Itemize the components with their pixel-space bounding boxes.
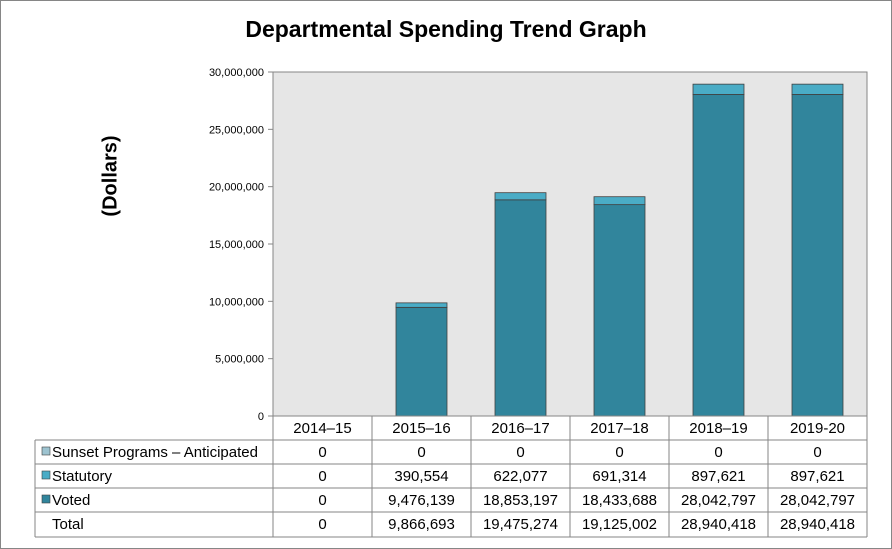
data-label-total-3: 19,125,002 xyxy=(582,516,657,533)
y-tick-label: 25,000,000 xyxy=(209,124,264,136)
data-label-statutory-2: 622,077 xyxy=(493,468,547,485)
data-label-voted-4: 28,042,797 xyxy=(681,492,756,509)
chart-title: Departmental Spending Trend Graph xyxy=(245,16,647,42)
data-table: 2014–15 2015–16 2016–17 2017–18 2018–19 2019-… xyxy=(34,415,868,538)
plot-area xyxy=(272,71,868,417)
x-category-label: 2014–15 xyxy=(293,420,351,437)
legend-swatch-sunset-programs-anticipated xyxy=(41,446,51,456)
bar-statutory-3 xyxy=(593,196,646,206)
y-tick-label: 5,000,000 xyxy=(215,354,264,366)
data-label-total-2: 19,475,274 xyxy=(483,516,558,533)
y-tick-label: 15,000,000 xyxy=(209,239,264,251)
legend-swatch-statutory xyxy=(41,470,51,480)
data-label-sunset-programs-anticipated-4: 0 xyxy=(714,444,722,461)
data-label-sunset-programs-anticipated-1: 0 xyxy=(417,444,425,461)
y-tick-label: 0 xyxy=(258,411,264,423)
x-category-label: 2017–18 xyxy=(590,420,648,437)
data-label-total-0: 0 xyxy=(318,516,326,533)
data-label-sunset-programs-anticipated-3: 0 xyxy=(615,444,623,461)
y-tick-label: 10,000,000 xyxy=(209,296,264,308)
data-label-total-5: 28,940,418 xyxy=(780,516,855,533)
data-label-statutory-0: 0 xyxy=(318,468,326,485)
x-category-label: 2018–19 xyxy=(689,420,747,437)
y-tick-label: 30,000,000 xyxy=(209,67,264,79)
data-label-voted-2: 18,853,197 xyxy=(483,492,558,509)
legend-label-total: Total xyxy=(52,516,84,533)
data-label-voted-5: 28,042,797 xyxy=(780,492,855,509)
bar-voted-3 xyxy=(593,204,646,417)
x-category-label: 2019-20 xyxy=(790,420,845,437)
bar-statutory-5 xyxy=(791,83,844,95)
data-label-sunset-programs-anticipated-5: 0 xyxy=(813,444,821,461)
legend-label-statutory: Statutory xyxy=(52,468,113,485)
y-tick-label: 20,000,000 xyxy=(209,182,264,194)
bar-statutory-2 xyxy=(494,192,547,201)
x-category-label: 2015–16 xyxy=(392,420,450,437)
data-label-statutory-3: 691,314 xyxy=(592,468,646,485)
y-axis: 0 5,000,000 10,000,000 15,000,000 20,000,000… xyxy=(209,67,273,423)
data-label-statutory-1: 390,554 xyxy=(394,468,448,485)
data-label-total-4: 28,940,418 xyxy=(681,516,756,533)
x-category-label: 2016–17 xyxy=(491,420,549,437)
data-label-sunset-programs-anticipated-0: 0 xyxy=(318,444,326,461)
legend-swatch-voted xyxy=(41,494,51,504)
bar-voted-1 xyxy=(395,306,448,417)
legend-label-sunset-programs-anticipated: Sunset Programs – Anticipated xyxy=(52,444,258,461)
bar-statutory-1 xyxy=(395,302,448,308)
data-label-voted-3: 18,433,688 xyxy=(582,492,657,509)
data-label-statutory-5: 897,621 xyxy=(790,468,844,485)
plot-background xyxy=(272,71,868,417)
legend-label-voted: Voted xyxy=(52,492,90,509)
data-label-total-1: 9,866,693 xyxy=(388,516,455,533)
bar-voted-4 xyxy=(692,94,745,417)
data-label-statutory-4: 897,621 xyxy=(691,468,745,485)
data-label-sunset-programs-anticipated-2: 0 xyxy=(516,444,524,461)
bar-voted-2 xyxy=(494,199,547,417)
bar-voted-5 xyxy=(791,94,844,417)
data-label-voted-0: 0 xyxy=(318,492,326,509)
data-label-voted-1: 9,476,139 xyxy=(388,492,455,509)
bar-statutory-4 xyxy=(692,83,745,95)
